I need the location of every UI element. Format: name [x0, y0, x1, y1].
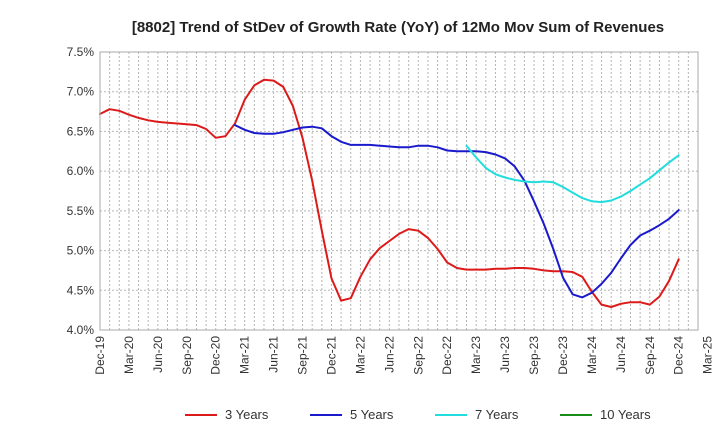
chart-title: [8802] Trend of StDev of Growth Rate (Yo…	[132, 19, 664, 36]
x-axis-ticks: Dec-19 Mar-20 Jun-20 Sep-20 Dec-20 Mar-21 Jun-…	[93, 336, 715, 375]
x-tick-label: Dec-23	[556, 336, 570, 375]
series-lines	[99, 78, 680, 308]
x-tick-label: Mar-25	[701, 336, 715, 374]
x-tick-label: Sep-24	[643, 336, 657, 375]
series-line-3-years	[99, 78, 680, 308]
series-line-5-years	[234, 124, 680, 299]
plot-area	[100, 52, 698, 330]
y-tick-label: 6.0%	[67, 164, 95, 178]
x-tick-label: Mar-23	[469, 336, 483, 374]
x-tick-label: Jun-21	[267, 336, 281, 373]
x-tick-label: Dec-19	[93, 336, 107, 375]
y-tick-label: 4.0%	[67, 323, 95, 337]
x-tick-label: Jun-20	[151, 336, 165, 373]
x-tick-label: Dec-20	[209, 336, 223, 375]
x-tick-label: Jun-24	[614, 336, 628, 373]
x-tick-label: Sep-20	[180, 336, 194, 375]
x-tick-label: Dec-24	[672, 336, 686, 375]
legend-label-5-years: 5 Years	[350, 407, 394, 422]
y-tick-label: 5.5%	[67, 204, 95, 218]
x-tick-label: Sep-22	[411, 336, 425, 375]
x-tick-label: Sep-21	[296, 336, 310, 375]
x-tick-label: Jun-23	[498, 336, 512, 373]
y-tick-label: 5.0%	[67, 244, 95, 258]
y-tick-label: 4.5%	[67, 283, 95, 297]
series-line-7-years	[465, 144, 680, 204]
x-tick-label: Dec-22	[440, 336, 454, 375]
legend-label-3-years: 3 Years	[225, 407, 269, 422]
x-tick-label: Mar-20	[122, 336, 136, 374]
x-tick-label: Jun-22	[382, 336, 396, 373]
y-tick-label: 7.5%	[67, 45, 95, 59]
y-axis-ticks: 4.0% 4.5% 5.0% 5.5% 6.0% 6.5% 7.0% 7.5%	[67, 45, 95, 337]
x-tick-label: Dec-21	[324, 336, 338, 375]
legend-label-10-years: 10 Years	[600, 407, 651, 422]
x-tick-label: Mar-24	[585, 336, 599, 374]
y-tick-label: 6.5%	[67, 124, 95, 138]
legend-label-7-years: 7 Years	[475, 407, 519, 422]
y-tick-label: 7.0%	[67, 85, 95, 99]
plot-border	[99, 51, 699, 331]
x-tick-label: Sep-23	[527, 336, 541, 375]
x-tick-label: Mar-22	[353, 336, 367, 374]
x-tick-label: Mar-21	[238, 336, 252, 374]
legend: 3 Years 5 Years 7 Years 10 Years	[185, 407, 651, 422]
